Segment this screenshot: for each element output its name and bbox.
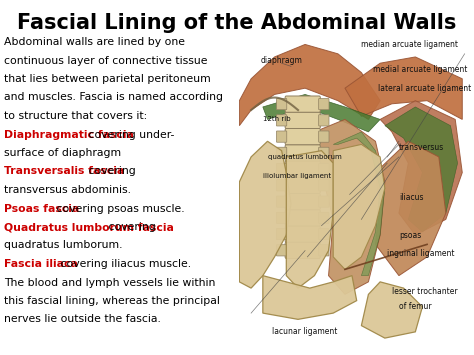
Text: covering psoas muscle.: covering psoas muscle. (53, 203, 184, 213)
Text: of femur: of femur (399, 302, 431, 311)
FancyBboxPatch shape (319, 229, 329, 240)
Polygon shape (380, 101, 462, 235)
FancyBboxPatch shape (319, 163, 329, 175)
Polygon shape (263, 94, 380, 132)
Text: quadratus lumborum: quadratus lumborum (267, 154, 341, 160)
FancyBboxPatch shape (276, 196, 287, 207)
Text: this fascial lining, whereas the principal: this fascial lining, whereas the princip… (4, 296, 220, 306)
FancyBboxPatch shape (276, 229, 287, 240)
Text: median arcuate ligament: median arcuate ligament (361, 40, 458, 49)
Text: continuous layer of connective tissue: continuous layer of connective tissue (4, 55, 208, 66)
Text: covering under-: covering under- (85, 130, 174, 140)
Text: transversus abdominis.: transversus abdominis. (4, 185, 131, 195)
Polygon shape (333, 132, 385, 275)
FancyBboxPatch shape (285, 145, 320, 161)
Text: psoas: psoas (399, 230, 421, 240)
Text: covering: covering (85, 166, 136, 176)
Text: 12th rib: 12th rib (263, 116, 291, 122)
Text: transversus: transversus (399, 143, 444, 152)
FancyBboxPatch shape (276, 212, 287, 223)
Text: The blood and lymph vessels lie within: The blood and lymph vessels lie within (4, 278, 215, 288)
Text: Fascial Lining of the Abdominal Walls: Fascial Lining of the Abdominal Walls (18, 13, 456, 33)
Text: that lies between parietal peritoneum: that lies between parietal peritoneum (4, 74, 211, 84)
FancyBboxPatch shape (276, 147, 287, 158)
FancyBboxPatch shape (319, 115, 329, 126)
Text: to structure that covers it:: to structure that covers it: (4, 111, 147, 121)
FancyBboxPatch shape (285, 226, 320, 242)
Text: Psoas fascia: Psoas fascia (4, 203, 79, 213)
Polygon shape (239, 44, 380, 126)
FancyBboxPatch shape (319, 196, 329, 207)
Text: and muscles. Fascia is named according: and muscles. Fascia is named according (4, 93, 223, 103)
Text: Fascia iliaca: Fascia iliaca (4, 259, 78, 269)
Text: iliolumbar ligament: iliolumbar ligament (263, 173, 331, 179)
Text: nerves lie outside the fascia.: nerves lie outside the fascia. (4, 315, 161, 324)
Text: Transversalis fascia: Transversalis fascia (4, 166, 124, 176)
FancyBboxPatch shape (285, 129, 320, 145)
Polygon shape (333, 144, 385, 269)
Text: covering iliacus muscle.: covering iliacus muscle. (57, 259, 191, 269)
Text: surface of diaphragm: surface of diaphragm (4, 148, 121, 158)
Polygon shape (286, 151, 333, 288)
Polygon shape (345, 57, 462, 119)
Text: covering: covering (105, 222, 156, 232)
Text: Diaphragmatic fascia: Diaphragmatic fascia (4, 130, 134, 140)
Text: diaphragm: diaphragm (261, 56, 302, 65)
FancyBboxPatch shape (276, 131, 287, 142)
Text: medial arcuate ligament: medial arcuate ligament (373, 65, 467, 74)
FancyBboxPatch shape (276, 115, 287, 126)
Text: iliacus: iliacus (399, 193, 423, 202)
FancyBboxPatch shape (285, 193, 320, 210)
FancyBboxPatch shape (285, 210, 320, 226)
Text: lacunar ligament: lacunar ligament (273, 327, 338, 336)
Polygon shape (385, 107, 457, 232)
FancyBboxPatch shape (285, 161, 320, 177)
Polygon shape (314, 119, 385, 294)
Text: Abdominal walls are lined by one: Abdominal walls are lined by one (4, 37, 185, 47)
FancyBboxPatch shape (276, 180, 287, 191)
FancyBboxPatch shape (285, 96, 320, 112)
FancyBboxPatch shape (319, 147, 329, 158)
Polygon shape (263, 275, 356, 320)
FancyBboxPatch shape (285, 177, 320, 193)
FancyBboxPatch shape (285, 112, 320, 129)
FancyBboxPatch shape (319, 245, 329, 256)
FancyBboxPatch shape (276, 163, 287, 175)
Polygon shape (375, 141, 446, 275)
FancyBboxPatch shape (319, 131, 329, 142)
Text: lateral arcuate ligament: lateral arcuate ligament (378, 84, 471, 93)
Polygon shape (361, 282, 422, 338)
Polygon shape (239, 141, 291, 288)
FancyBboxPatch shape (319, 98, 329, 110)
FancyBboxPatch shape (276, 98, 287, 110)
FancyBboxPatch shape (276, 245, 287, 256)
Text: lesser trochanter: lesser trochanter (392, 287, 457, 296)
Text: inguinal ligament: inguinal ligament (387, 249, 455, 258)
FancyBboxPatch shape (319, 180, 329, 191)
Text: Quadratus lumborum fascia: Quadratus lumborum fascia (4, 222, 174, 232)
Text: quadratus lumborum.: quadratus lumborum. (4, 240, 122, 251)
FancyBboxPatch shape (319, 212, 329, 223)
FancyBboxPatch shape (285, 242, 320, 258)
